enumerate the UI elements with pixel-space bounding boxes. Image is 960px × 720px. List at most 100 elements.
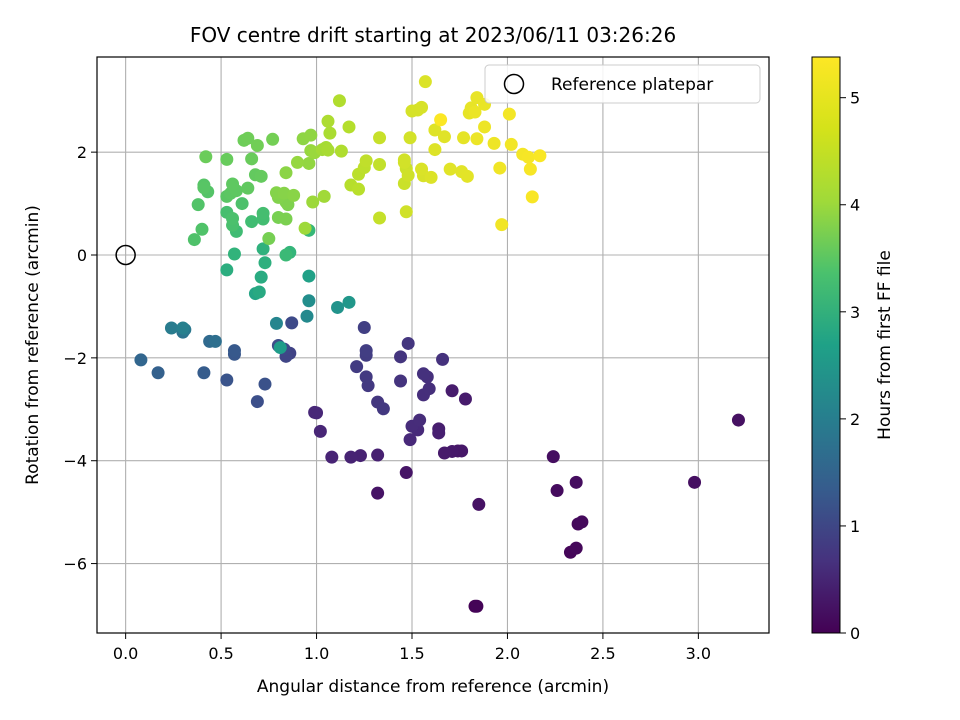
data-point — [352, 182, 366, 196]
data-point — [401, 336, 415, 350]
colorbar-gradient — [812, 57, 840, 633]
colorbar-tick-label: 3 — [850, 303, 860, 322]
data-point — [455, 444, 469, 458]
data-point — [325, 450, 339, 464]
colorbar-ticks: 0 1 2 3 4 5 — [840, 89, 860, 643]
data-point — [478, 120, 492, 134]
y-tick-label: 0 — [77, 246, 87, 265]
y-tick-label: 2 — [77, 143, 87, 162]
data-point — [227, 344, 241, 358]
data-point — [262, 232, 276, 246]
y-tick-label: −2 — [63, 349, 87, 368]
data-point — [422, 382, 436, 396]
plot-frame — [96, 56, 770, 634]
data-point — [273, 341, 287, 355]
y-tick-label: −4 — [63, 452, 87, 471]
data-point — [434, 113, 448, 127]
data-point — [458, 392, 472, 406]
data-point — [359, 154, 373, 168]
legend: Reference platepar — [484, 64, 761, 104]
chart-title: FOV centre drift starting at 2023/06/11 … — [190, 23, 676, 47]
data-point — [313, 424, 327, 438]
data-point — [220, 152, 234, 166]
data-point — [285, 316, 299, 330]
data-point — [258, 256, 272, 270]
data-point — [331, 300, 345, 314]
data-point — [521, 150, 535, 164]
data-point — [731, 413, 745, 427]
data-point — [317, 189, 331, 203]
legend-reference-marker — [503, 73, 525, 95]
colorbar-frame — [811, 56, 841, 634]
colorbar-tick-label: 1 — [850, 517, 860, 536]
data-point — [403, 131, 417, 145]
data-point — [199, 150, 213, 164]
data-point — [197, 366, 211, 380]
data-point — [227, 247, 241, 261]
colorbar-tick-label: 0 — [850, 624, 860, 643]
data-point — [373, 211, 387, 225]
data-point — [504, 137, 518, 151]
x-axis-label: Angular distance from reference (arcmin) — [257, 677, 609, 697]
data-point — [350, 360, 364, 374]
data-point — [191, 198, 205, 212]
data-point — [399, 205, 413, 219]
data-point — [302, 156, 316, 170]
data-point — [688, 475, 702, 489]
data-point — [575, 515, 589, 529]
colorbar-tick-label: 4 — [850, 196, 860, 215]
data-point — [254, 270, 268, 284]
data-point — [394, 350, 408, 364]
data-point — [342, 120, 356, 134]
data-point — [245, 152, 259, 166]
data-point — [403, 433, 417, 447]
data-point — [401, 168, 415, 182]
data-point — [279, 212, 293, 226]
data-point — [256, 206, 270, 220]
data-point — [334, 144, 348, 158]
data-point — [472, 497, 486, 511]
data-point — [569, 541, 583, 555]
colorbar: 0 1 2 3 4 5 Hours from first FF file — [811, 56, 895, 643]
data-point — [424, 170, 438, 184]
y-axis-label: Rotation from reference (arcmin) — [23, 205, 43, 485]
legend-entry-reference-platepar: Reference platepar — [551, 75, 713, 95]
colorbar-label: Hours from first FF file — [875, 250, 895, 440]
data-point — [235, 197, 249, 211]
data-point — [495, 218, 509, 232]
data-point — [493, 161, 507, 175]
colorbar-tick-label: 2 — [850, 410, 860, 429]
data-point — [418, 75, 432, 89]
data-point — [373, 157, 387, 171]
colorbar-tick-label: 5 — [850, 89, 860, 108]
x-tick-label: 1.0 — [304, 644, 329, 663]
data-point — [457, 131, 471, 145]
data-point — [241, 131, 255, 145]
data-point — [220, 373, 234, 387]
data-point — [376, 402, 390, 416]
data-point — [197, 181, 211, 195]
data-point — [134, 353, 148, 367]
data-point — [487, 136, 501, 150]
data-point — [397, 155, 411, 169]
data-point — [321, 114, 335, 128]
data-point — [287, 188, 301, 202]
data-point — [208, 334, 222, 348]
data-point — [300, 309, 314, 323]
data-point — [415, 100, 429, 114]
x-tick-label: 0.0 — [113, 644, 138, 663]
data-point — [415, 162, 429, 176]
data-point — [344, 450, 358, 464]
data-point — [266, 132, 280, 146]
data-point — [279, 248, 293, 262]
data-point — [298, 221, 312, 235]
data-point — [290, 155, 304, 169]
data-point — [371, 486, 385, 500]
x-tick-label: 0.5 — [208, 644, 233, 663]
data-point — [187, 233, 201, 247]
data-point — [468, 105, 482, 119]
data-point — [226, 211, 240, 225]
data-point — [416, 367, 430, 381]
data-point — [323, 126, 337, 140]
data-point — [373, 131, 387, 145]
